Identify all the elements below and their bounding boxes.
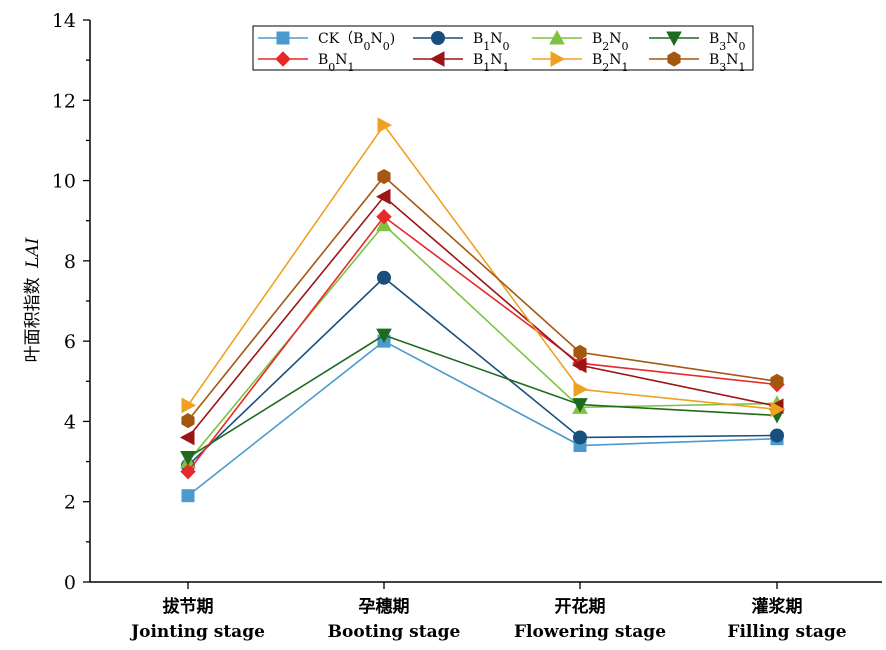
y-axis-label-cn: 叶面积指数 xyxy=(23,277,43,362)
series-line xyxy=(187,340,778,497)
data-point xyxy=(375,188,391,205)
y-tick-label: 10 xyxy=(52,171,76,193)
data-point xyxy=(770,373,784,389)
data-point xyxy=(376,328,392,344)
y-tick-label: 6 xyxy=(64,331,76,353)
legend-entry: B0N1 xyxy=(258,51,355,74)
y-tick-label: 8 xyxy=(64,251,76,273)
series-line xyxy=(187,215,778,473)
legend-marker xyxy=(276,31,290,45)
legend-entry: B2N0 xyxy=(532,29,629,53)
data-point xyxy=(571,357,587,374)
data-point xyxy=(180,463,196,480)
x-tick-label-en: Flowering stage xyxy=(514,622,666,642)
y-axis-label: 叶面积指数 LAI xyxy=(23,237,43,362)
series-line xyxy=(187,175,778,422)
data-point xyxy=(181,489,195,503)
legend-entry: B1N0 xyxy=(413,31,510,53)
legend-entry: B3N0 xyxy=(649,31,746,53)
legend-entry: B2N1 xyxy=(532,51,629,74)
data-point xyxy=(181,413,195,429)
data-point xyxy=(573,344,587,360)
legend-label: B1N0 xyxy=(473,31,510,53)
y-tick-label: 4 xyxy=(64,411,76,433)
y-tick-label: 2 xyxy=(64,492,76,514)
legend-marker xyxy=(275,51,291,67)
data-point xyxy=(573,430,587,445)
y-tick-label: 0 xyxy=(64,572,76,594)
series-line xyxy=(187,276,778,467)
x-tick-label-en: Booting stage xyxy=(328,622,461,642)
data-point xyxy=(572,398,588,413)
data-point xyxy=(179,429,195,446)
legend: CK（B0N0) B1N0 B2N0 B3N0 B0N1 B1N1 B2N1 B3N1 xyxy=(252,25,754,74)
legend-marker xyxy=(550,51,566,67)
data-point xyxy=(770,401,786,418)
data-point xyxy=(770,428,784,443)
legend-entry: B3N1 xyxy=(649,51,746,74)
data-point xyxy=(377,117,393,134)
y-tick-label: 12 xyxy=(52,90,76,112)
legend-label: CK（B0N0) xyxy=(318,31,395,53)
legend-label: B3N1 xyxy=(709,52,746,74)
series-b3n1 xyxy=(181,168,784,429)
x-tick-label-cn: 拔节期 xyxy=(163,596,214,617)
legend-entry: CK（B0N0) xyxy=(258,31,395,53)
legend-label: B0N1 xyxy=(318,52,355,74)
axes: 0 2 4 6 8 10 12 14 拔节期 Jointing stage 孕穗期 Booting s… xyxy=(52,10,882,642)
legend-label: B2N0 xyxy=(592,31,629,53)
series-line xyxy=(187,334,778,459)
legend-marker xyxy=(429,51,445,67)
y-tick-label: 14 xyxy=(52,10,76,32)
legend-entry: B1N1 xyxy=(413,51,510,74)
series-line xyxy=(187,123,778,411)
data-point xyxy=(573,381,589,398)
legend-marker xyxy=(549,29,565,45)
series-layer xyxy=(179,117,786,503)
legend-label: B3N0 xyxy=(709,31,746,53)
legend-marker xyxy=(431,31,445,45)
data-point xyxy=(377,168,391,185)
series-line xyxy=(187,195,778,438)
x-tick-label-cn: 孕穗期 xyxy=(359,597,410,617)
data-point xyxy=(377,270,391,285)
data-point xyxy=(181,397,197,414)
x-tick-label-en: Jointing stage xyxy=(129,622,265,642)
legend-marker xyxy=(666,31,682,47)
legend-label: B2N1 xyxy=(592,52,629,74)
legend-marker xyxy=(667,51,681,67)
legend-label: B1N1 xyxy=(473,52,510,74)
y-axis-label-en: LAI xyxy=(23,237,43,269)
x-tick-label-cn: 开花期 xyxy=(555,596,606,617)
x-tick-label-cn: 灌浆期 xyxy=(752,596,803,617)
data-point xyxy=(376,208,392,225)
series-b0n1 xyxy=(180,208,785,480)
series-b3n0 xyxy=(180,328,785,466)
data-point xyxy=(180,451,196,466)
series-b2n1 xyxy=(181,117,786,418)
x-tick-label-en: Filling stage xyxy=(727,622,846,642)
